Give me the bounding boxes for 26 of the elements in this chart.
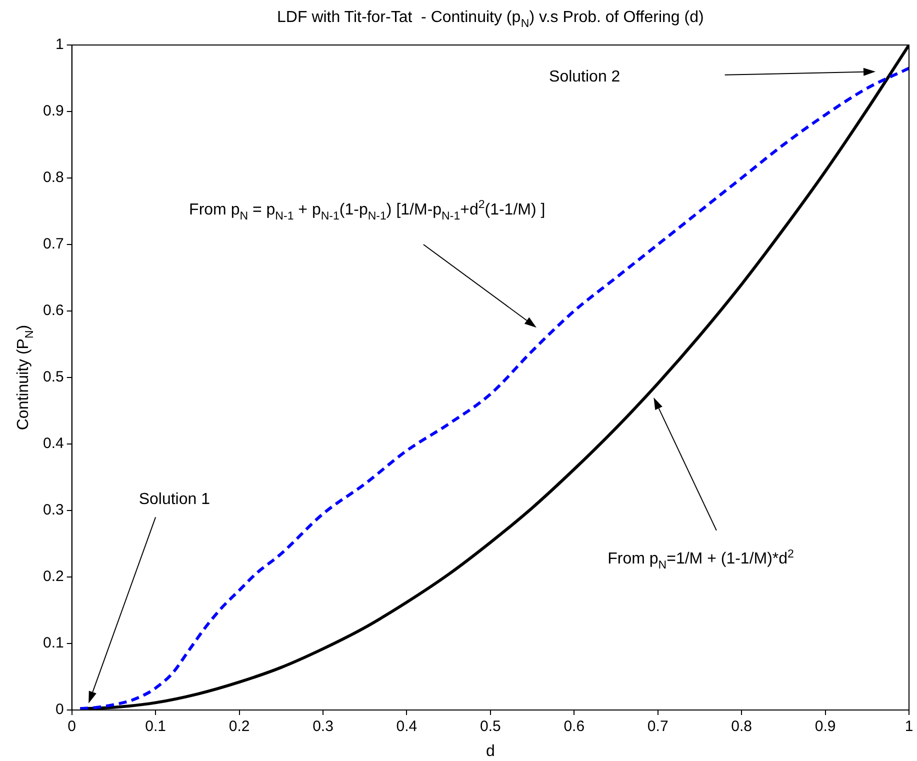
- y-tick-label: 1: [56, 36, 64, 54]
- x-tick-label: 0.1: [145, 718, 166, 736]
- x-tick-label: 0.7: [647, 718, 668, 736]
- x-tick-label: 0.4: [396, 718, 418, 736]
- x-tick-label: 0.3: [312, 718, 334, 736]
- x-tick-label: 0.5: [480, 718, 501, 736]
- y-tick-label: 0.4: [42, 435, 64, 452]
- x-axis-title: d: [486, 743, 495, 760]
- x-tick-label: 0.9: [814, 718, 836, 736]
- y-tick-label: 0.7: [42, 236, 64, 253]
- x-tick-label: 0.6: [564, 718, 585, 736]
- y-tick-label: 0.9: [42, 102, 64, 120]
- x-tick-label: 1: [904, 718, 914, 736]
- y-axis-title: Continuity (PN): [15, 324, 36, 430]
- x-tick-label: 0.8: [731, 718, 752, 736]
- y-tick-label: 0.3: [42, 502, 64, 519]
- y-tick-label: 0.2: [42, 568, 64, 586]
- annotation: Solution 1: [138, 490, 210, 508]
- y-tick-label: 0.1: [42, 634, 64, 652]
- y-tick-label: 0.6: [42, 302, 64, 320]
- annotation: Solution 2: [549, 68, 620, 86]
- x-tick-label: 0: [68, 718, 76, 736]
- y-tick-label: 0.8: [42, 169, 64, 186]
- x-tick-label: 0.2: [228, 718, 250, 736]
- y-tick-label: 0: [56, 701, 64, 718]
- y-tick-label: 0.5: [42, 368, 64, 386]
